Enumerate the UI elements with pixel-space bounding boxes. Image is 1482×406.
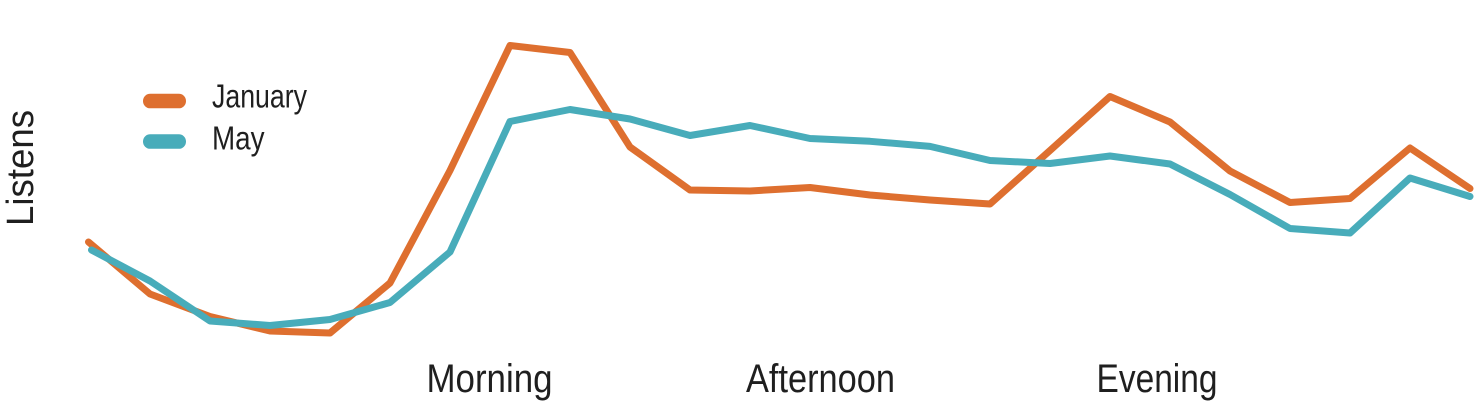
svg-text:January: January — [212, 77, 307, 114]
svg-text:Morning: Morning — [427, 357, 553, 401]
svg-text:Afternoon: Afternoon — [746, 357, 895, 401]
svg-text:Evening: Evening — [1097, 357, 1218, 401]
svg-text:May: May — [212, 120, 265, 157]
svg-text:Listens: Listens — [0, 110, 42, 226]
